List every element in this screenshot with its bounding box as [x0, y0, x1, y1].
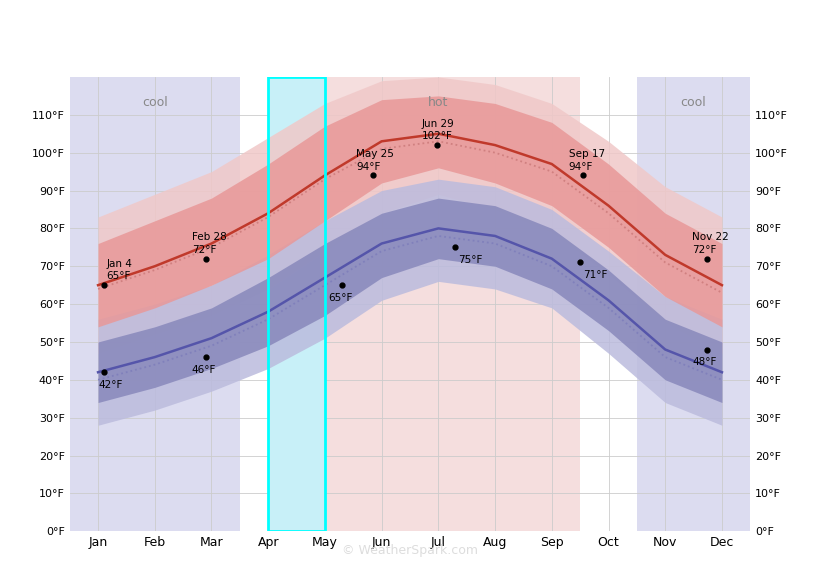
Text: 48°F: 48°F [691, 357, 716, 367]
Text: 46°F: 46°F [192, 365, 215, 374]
Text: Sep 17
94°F: Sep 17 94°F [568, 149, 604, 172]
Text: 42°F: 42°F [98, 380, 122, 390]
Text: Feb 28
72°F: Feb 28 72°F [192, 233, 226, 255]
Bar [636, 77, 749, 531]
Text: cool: cool [680, 96, 706, 109]
Text: May 25
94°F: May 25 94°F [355, 149, 393, 172]
Bar [296, 77, 579, 531]
Bar [268, 77, 324, 531]
Text: © WeatherSpark.com: © WeatherSpark.com [342, 544, 477, 557]
Text: cool: cool [142, 96, 167, 109]
Text: 71°F: 71°F [582, 270, 607, 280]
Text: April: April [373, 49, 446, 77]
Text: Nov 22
72°F: Nov 22 72°F [691, 233, 728, 255]
Text: 75°F: 75°F [458, 255, 482, 265]
Text: Tucson Average Temperatures: Tucson Average Temperatures [295, 19, 524, 34]
Bar [70, 77, 240, 531]
Text: 65°F: 65°F [328, 293, 351, 303]
Text: Jan 4
65°F: Jan 4 65°F [106, 259, 133, 282]
Text: hot: hot [428, 96, 448, 109]
Text: Jun 29
102°F: Jun 29 102°F [421, 119, 454, 141]
Bar [268, 77, 324, 531]
